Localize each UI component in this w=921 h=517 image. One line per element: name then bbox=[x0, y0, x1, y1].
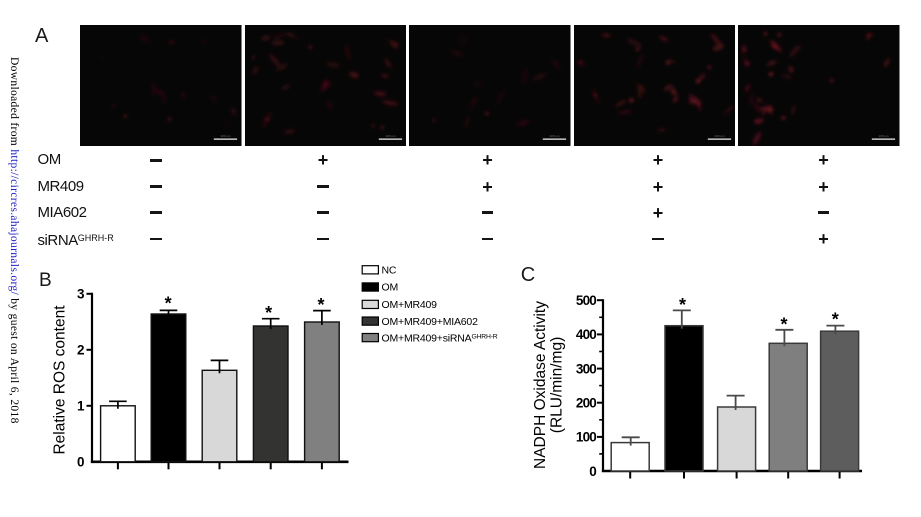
svg-text:3: 3 bbox=[77, 287, 85, 302]
svg-text:*: * bbox=[317, 295, 324, 315]
svg-text:100 um: 100 um bbox=[549, 133, 560, 137]
svg-text:(RLU/min/mg): (RLU/min/mg) bbox=[549, 337, 566, 433]
svg-text:*: * bbox=[679, 295, 686, 315]
svg-text:2: 2 bbox=[77, 343, 85, 358]
svg-text:*: * bbox=[265, 303, 272, 323]
svg-text:OM: OM bbox=[382, 282, 399, 294]
svg-text:0: 0 bbox=[589, 464, 596, 479]
svg-text:A: A bbox=[35, 25, 49, 47]
svg-text:200: 200 bbox=[576, 396, 596, 411]
svg-text:100 um: 100 um bbox=[878, 133, 889, 137]
svg-text:NC: NC bbox=[382, 265, 397, 277]
svg-text:100 um: 100 um bbox=[220, 133, 231, 137]
svg-text:100 um: 100 um bbox=[385, 133, 396, 137]
svg-text:100 um: 100 um bbox=[714, 133, 725, 137]
svg-text:1: 1 bbox=[77, 399, 85, 414]
svg-text:Relative ROS content: Relative ROS content bbox=[52, 305, 69, 455]
svg-text:OM+MR409+siRNAGHRH-R: OM+MR409+siRNAGHRH-R bbox=[382, 332, 498, 344]
svg-text:NADPH Oxidase Activity: NADPH Oxidase Activity bbox=[532, 301, 549, 469]
svg-text:300: 300 bbox=[576, 361, 596, 376]
svg-text:400: 400 bbox=[576, 327, 596, 342]
svg-text:OM+MR409: OM+MR409 bbox=[382, 299, 438, 311]
svg-text:100: 100 bbox=[576, 430, 596, 445]
svg-text:0: 0 bbox=[77, 455, 85, 470]
svg-text:OM+MR409+MIA602: OM+MR409+MIA602 bbox=[382, 316, 479, 328]
svg-text:*: * bbox=[165, 294, 172, 314]
svg-text:*: * bbox=[832, 310, 839, 330]
svg-text:B: B bbox=[39, 270, 52, 291]
svg-text:C: C bbox=[521, 264, 535, 286]
svg-text:*: * bbox=[780, 314, 787, 334]
svg-text:500: 500 bbox=[576, 293, 596, 308]
